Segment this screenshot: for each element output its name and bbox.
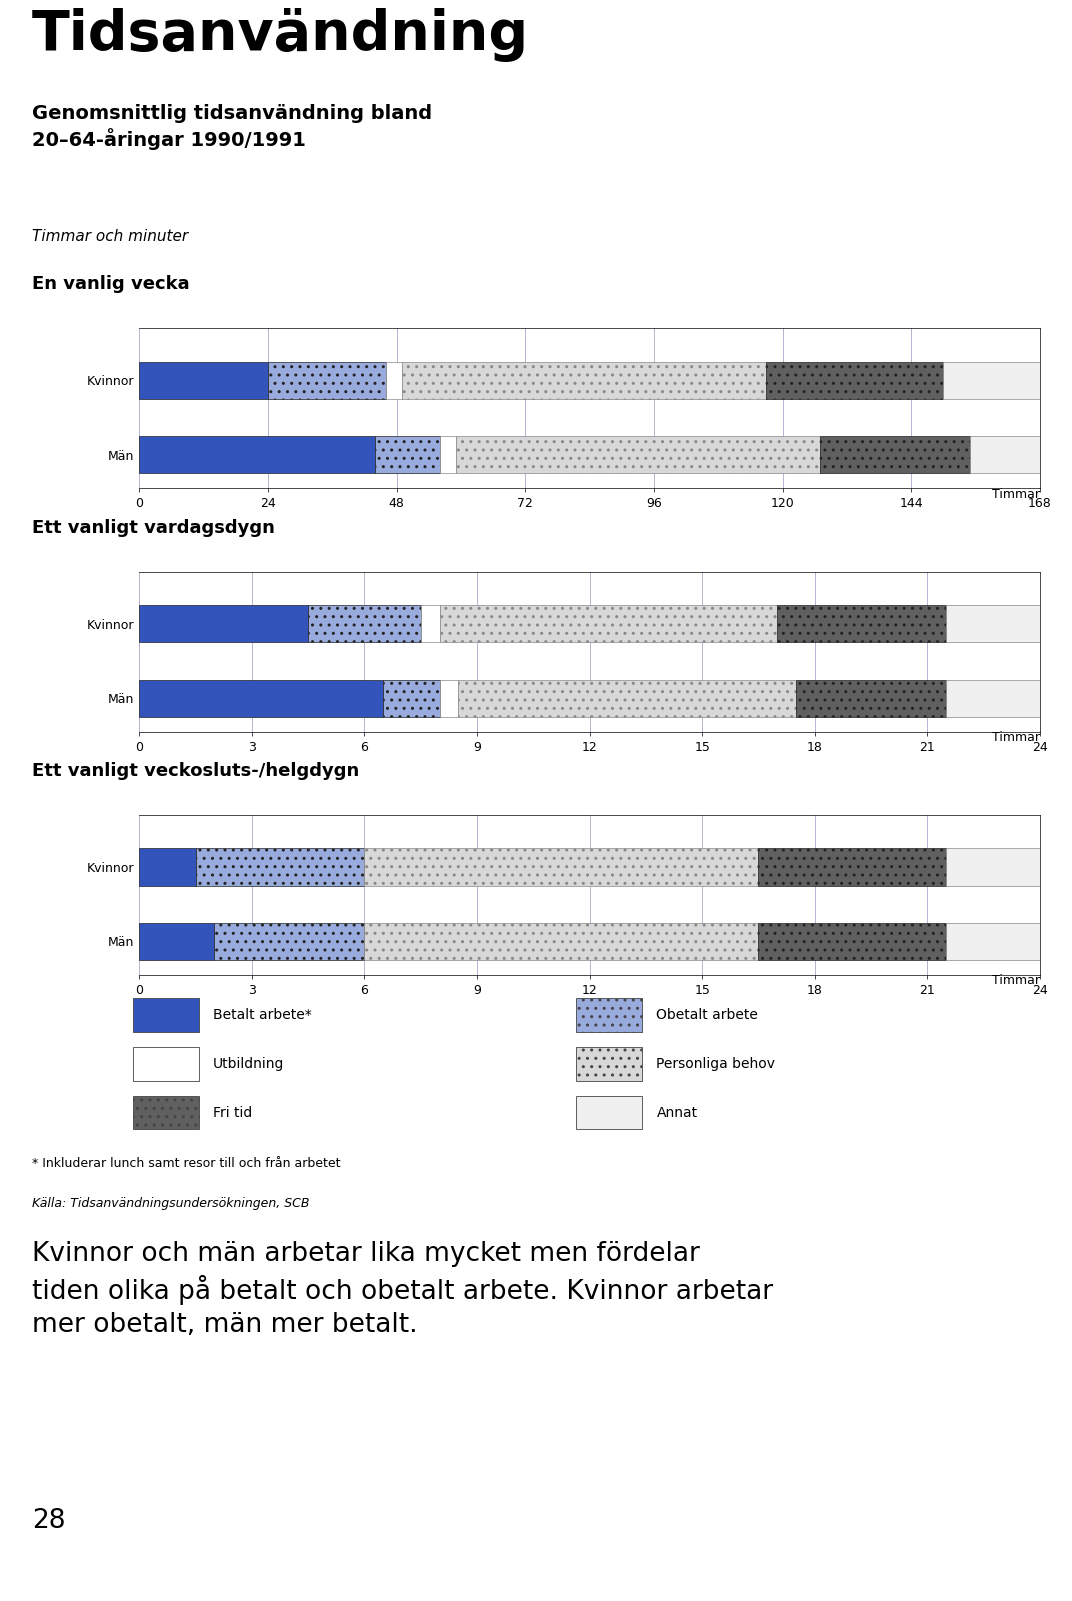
Bar <box>777 605 946 642</box>
Bar <box>440 679 459 717</box>
Bar <box>386 362 402 399</box>
Bar <box>946 849 1040 885</box>
Text: Fri tid: Fri tid <box>213 1106 252 1119</box>
Bar <box>375 435 440 474</box>
Bar <box>946 679 1040 717</box>
Bar <box>459 679 795 717</box>
Text: Obetalt arbete: Obetalt arbete <box>656 1009 758 1021</box>
Bar <box>795 679 946 717</box>
Bar <box>139 435 375 474</box>
Bar <box>758 922 946 961</box>
Text: Annat: Annat <box>656 1106 698 1119</box>
Text: * Inkluderar lunch samt resor till och från arbetet: * Inkluderar lunch samt resor till och f… <box>32 1156 341 1170</box>
Text: Tidsanvändning: Tidsanvändning <box>32 8 530 62</box>
Text: Ett vanligt vardagsdygn: Ett vanligt vardagsdygn <box>32 519 276 536</box>
Bar <box>970 435 1040 474</box>
Bar <box>943 362 1040 399</box>
Bar <box>139 605 309 642</box>
Bar <box>440 435 456 474</box>
Bar <box>440 605 777 642</box>
Bar <box>139 922 214 961</box>
Text: Betalt arbete*: Betalt arbete* <box>213 1009 312 1021</box>
Text: Genomsnittlig tidsanvändning bland
20–64-åringar 1990/1991: Genomsnittlig tidsanvändning bland 20–64… <box>32 104 432 150</box>
Bar <box>133 999 199 1033</box>
Text: Timmar och minuter: Timmar och minuter <box>32 229 189 243</box>
Bar <box>402 362 766 399</box>
Bar <box>577 1047 642 1081</box>
Bar <box>364 922 759 961</box>
Text: Timmar: Timmar <box>992 488 1040 501</box>
Text: 28: 28 <box>32 1508 65 1534</box>
Bar <box>139 849 196 885</box>
Bar <box>946 605 1040 642</box>
Text: Personliga behov: Personliga behov <box>656 1057 775 1071</box>
Bar <box>133 1095 199 1129</box>
Bar <box>577 1095 642 1129</box>
Bar <box>820 435 970 474</box>
Bar <box>766 362 943 399</box>
Bar <box>946 922 1040 961</box>
Bar <box>133 1047 199 1081</box>
Bar <box>384 679 440 717</box>
Text: Utbildning: Utbildning <box>213 1057 284 1071</box>
Bar <box>420 605 440 642</box>
Bar <box>214 922 364 961</box>
Text: Timmar: Timmar <box>992 732 1040 744</box>
Text: Kvinnor och män arbetar lika mycket men fördelar
tiden olika på betalt och obeta: Kvinnor och män arbetar lika mycket men … <box>32 1241 773 1338</box>
Bar <box>309 605 420 642</box>
Text: En vanlig vecka: En vanlig vecka <box>32 275 190 293</box>
Text: Källa: Tidsanvändningsundersökningen, SCB: Källa: Tidsanvändningsundersökningen, SC… <box>32 1198 310 1210</box>
Text: Timmar: Timmar <box>992 975 1040 988</box>
Bar <box>139 362 268 399</box>
Bar <box>577 999 642 1033</box>
Bar <box>139 679 384 717</box>
Bar <box>456 435 820 474</box>
Bar <box>364 849 759 885</box>
Bar <box>196 849 364 885</box>
Bar <box>758 849 946 885</box>
Bar <box>268 362 386 399</box>
Text: Ett vanligt veckosluts-/helgdygn: Ett vanligt veckosluts-/helgdygn <box>32 762 359 780</box>
